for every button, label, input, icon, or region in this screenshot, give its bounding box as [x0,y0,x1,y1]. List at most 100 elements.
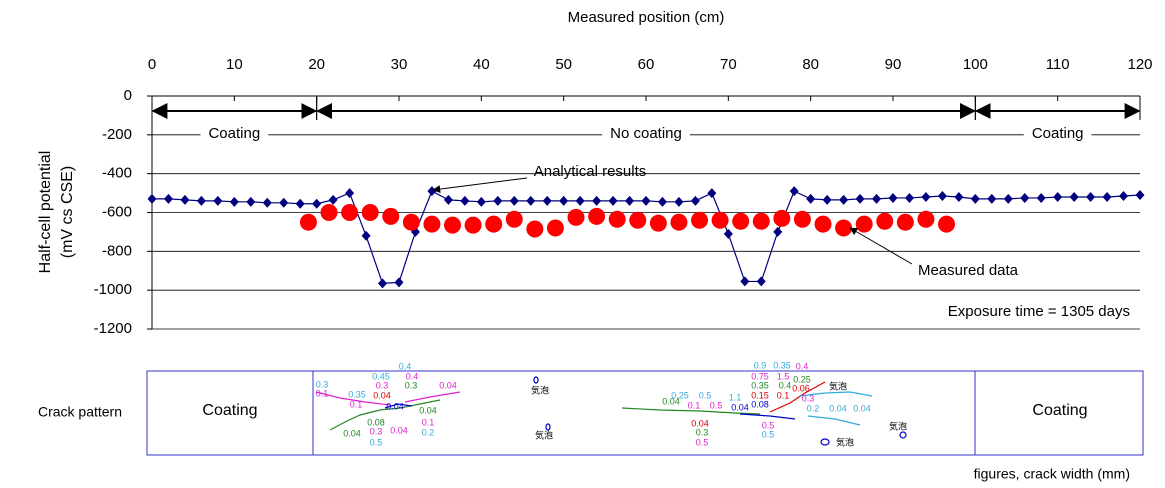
point [361,204,379,221]
y-tick-label: -1000 [94,281,132,298]
point [394,277,404,288]
label-background [1023,124,1092,144]
x-tick-label: 120 [1127,56,1152,73]
point [361,230,371,241]
point [691,211,709,229]
x-tick-label: 30 [391,56,408,73]
point [559,195,569,206]
y-axis-title-line: Half-cell potential [37,151,54,274]
point [904,192,914,203]
crack-note: figures, crack width (mm) [974,466,1130,482]
crack-width-label: 0.04 [419,405,437,415]
crack-width-label: 0.04 [343,428,361,438]
point [592,195,602,206]
coating-label: Coating [202,402,257,419]
point [1119,190,1129,201]
crack-width-label: 1.1 [729,392,742,402]
point [444,216,462,234]
point [464,216,482,234]
crack [329,399,441,431]
point [608,195,618,206]
crack-panel [146,370,1144,456]
y-tick-label: 0 [124,87,132,104]
point [382,207,400,225]
point [328,194,338,205]
cracks [315,376,907,446]
crack-width-label: 0.08 [367,417,385,427]
point [485,215,503,233]
crack [404,391,461,403]
point [1053,191,1063,202]
crack-width-label: 0.4 [796,361,809,371]
point [711,211,729,229]
point [1086,191,1096,202]
point [822,194,832,205]
x-tick-label: 60 [638,56,655,73]
region-label: Coating [1032,125,1084,142]
crack-width-label: 0.35 [348,389,366,399]
point [180,194,190,205]
crack-width-label: 0.04 [853,403,871,413]
point [1003,193,1013,204]
point [855,193,865,204]
annotation-arrow [432,177,528,194]
annotation: Measured data [918,262,1019,279]
crack-width-label: 0.2 [422,427,435,437]
point [608,210,626,228]
point [460,195,470,206]
point [588,207,606,225]
crack-width-label: 気泡 [889,420,907,431]
crack [799,391,873,397]
crack-width-label: 0.1 [316,388,329,398]
crack [384,403,413,409]
crack-width-label: 0.9 [754,360,767,370]
y-tick-label: -1200 [94,320,132,337]
point [756,276,766,287]
point [938,215,956,233]
point [773,209,791,227]
point [888,192,898,203]
crack-width-label: 0.35 [751,380,769,390]
crack-width-label: 0.4 [399,361,412,371]
point [987,193,997,204]
crack-width-label: 0.4 [779,380,792,390]
y-axis-title-line: (mV cs CSE) [59,166,76,258]
crack-width-label: 0.35 [773,360,791,370]
x-tick-label: 70 [720,56,737,73]
x-tick-label: 90 [885,56,902,73]
point [279,197,289,208]
point [670,213,688,231]
point [312,198,322,209]
label-background [602,124,690,144]
y-tick-label: -400 [102,165,132,182]
crack-width-label: 0.1 [350,399,363,409]
point [740,276,750,287]
point [674,196,684,207]
x-tick-label: 40 [473,56,490,73]
crack-width-label: 0.08 [751,399,769,409]
x-tick-label: 100 [963,56,988,73]
crack-width-label: 0.45 [372,371,390,381]
point [526,220,544,238]
point [917,210,935,228]
point [625,195,635,206]
crack-width-label: 0.5 [699,390,712,400]
plot: 0 -200 -400 -600 -800 -1000 -1200 0 10 20 30 40 50 60… [94,56,1153,337]
point [896,213,914,231]
crack-width-label: 0.5 [696,437,709,447]
crack-width-label: 0.5 [762,420,775,430]
crack-width-label: 0.1 [422,417,435,427]
crack-width-label: 0.04 [439,380,457,390]
point [970,193,980,204]
coating-label: Coating [1032,402,1087,419]
crack-width-label: 0.25 [671,390,689,400]
crack-width-label: 0.1 [688,400,701,410]
point [876,212,894,230]
x-tick-label: 10 [226,56,243,73]
bubble [820,438,830,446]
crack [315,391,391,406]
y-tick-label: -600 [102,203,132,220]
point [476,196,486,207]
crack-width-label: 0.3 [802,393,815,403]
point [509,195,519,206]
